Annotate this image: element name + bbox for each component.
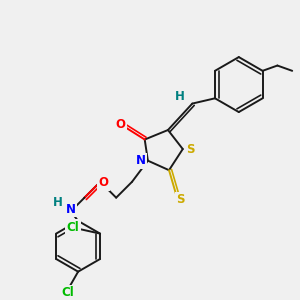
Text: S: S <box>176 193 185 206</box>
Text: H: H <box>53 196 63 209</box>
Text: S: S <box>186 142 194 155</box>
Text: O: O <box>98 176 109 189</box>
Text: Cl: Cl <box>61 286 74 299</box>
Text: N: N <box>136 154 146 167</box>
Text: H: H <box>175 90 184 103</box>
Text: Cl: Cl <box>66 221 79 234</box>
Text: N: N <box>66 203 76 216</box>
Text: O: O <box>116 118 125 131</box>
